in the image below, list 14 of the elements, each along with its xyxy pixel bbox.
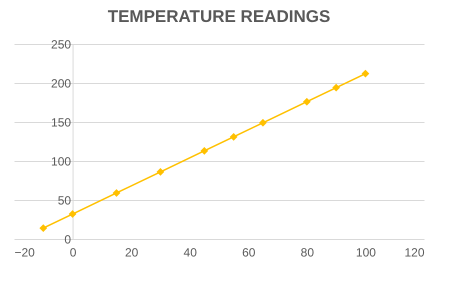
y-tick-label: 0: [64, 232, 72, 246]
x-tick-label: 80: [300, 246, 314, 260]
x-tick-label: 120: [404, 246, 425, 260]
x-tick-label: 100: [356, 246, 376, 260]
y-tick-label: 200: [51, 76, 72, 90]
x-tick-label: 60: [242, 246, 256, 260]
chart-title: TEMPERATURE READINGS: [108, 7, 330, 26]
x-tick-label: 40: [184, 246, 198, 260]
y-tick-label: 50: [58, 194, 72, 208]
y-tick-label: 250: [51, 38, 72, 52]
x-tick-label: 20: [124, 246, 139, 260]
x-tick-label: −20: [14, 246, 36, 260]
y-tick-label: 150: [51, 116, 72, 130]
y-tick-label: 100: [51, 154, 72, 168]
